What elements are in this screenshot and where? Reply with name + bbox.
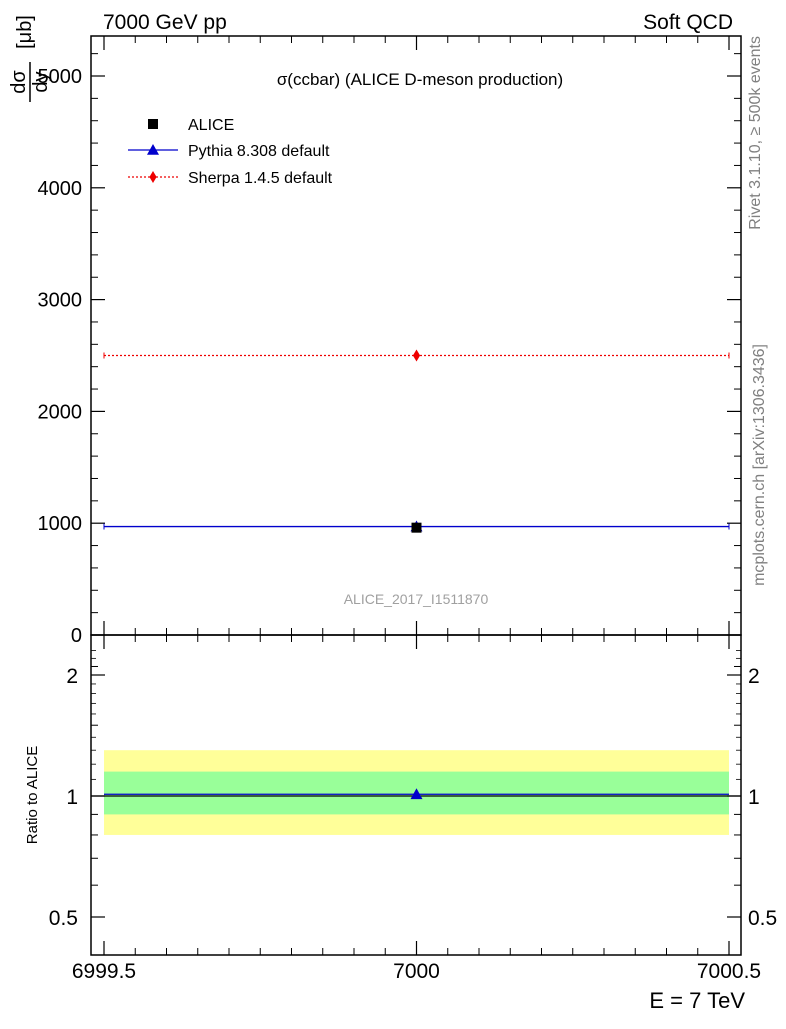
x-axis-label: E = 7 TeV <box>649 988 745 1013</box>
ylabel-denominator: dy <box>30 71 52 92</box>
legend-marker <box>149 171 157 183</box>
x-tick-label: 7000.5 <box>697 960 761 983</box>
data-point <box>412 349 421 362</box>
header-right: Soft QCD <box>643 11 733 34</box>
ratio-plot-panel: 0.5 0.5 1 1 2 2 6999.5 7000 7000.5 Ratio to ALIC… <box>24 634 777 983</box>
analysis-label: ALICE_2017_I1511870 <box>344 591 489 607</box>
mcplots-label: mcplots.cern.ch [arXiv:1306.3436] <box>751 344 768 586</box>
y-tick-label: 2000 <box>38 401 83 423</box>
y-tick-label: 4000 <box>38 178 83 200</box>
ratio-y-tick-label-left: 1 <box>66 786 78 809</box>
header-left: 7000 GeV pp <box>103 11 227 34</box>
ratio-y-tick-label-right: 2 <box>748 665 760 688</box>
y-tick-label: 5000 <box>38 66 83 88</box>
ratio-y-tick-label-right: 1 <box>748 786 760 809</box>
x-tick-label: 7000 <box>393 960 440 983</box>
legend-label: Sherpa 1.4.5 default <box>188 170 333 187</box>
main-title: σ(ccbar) (ALICE D-meson production) <box>277 70 563 89</box>
ratio-y-tick-label-left: 0.5 <box>49 907 78 930</box>
legend-marker <box>148 119 158 129</box>
ylabel-unit: [μb] <box>14 15 36 49</box>
legend-marker <box>147 144 159 155</box>
ratio-plot-frame <box>90 634 742 956</box>
ratio-y-tick-label-right: 0.5 <box>748 907 777 930</box>
rivet-label: Rivet 3.1.10, ≥ 500k events <box>747 36 764 230</box>
legend-label: ALICE <box>188 117 234 134</box>
main-plot-panel: 0 1000 2000 3000 4000 5000 σ(ccbar) (ALICE D-… <box>8 15 742 647</box>
ylabel-numerator: dσ <box>8 70 30 94</box>
legend: ALICE Pythia 8.308 default Sherpa 1.4.5 de… <box>128 117 333 187</box>
ratio-y-tick-label-left: 2 <box>66 665 78 688</box>
data-point <box>411 522 422 533</box>
ratio-ylabel: Ratio to ALICE <box>24 746 41 844</box>
legend-label: Pythia 8.308 default <box>188 143 330 160</box>
y-tick-label: 3000 <box>38 290 83 312</box>
main-ylabel: dσ dy [μb] <box>8 15 52 102</box>
ratio-data-point <box>410 788 423 800</box>
x-tick-label: 6999.5 <box>72 960 136 983</box>
y-tick-label: 1000 <box>38 513 83 535</box>
y-tick-label: 0 <box>71 625 82 647</box>
